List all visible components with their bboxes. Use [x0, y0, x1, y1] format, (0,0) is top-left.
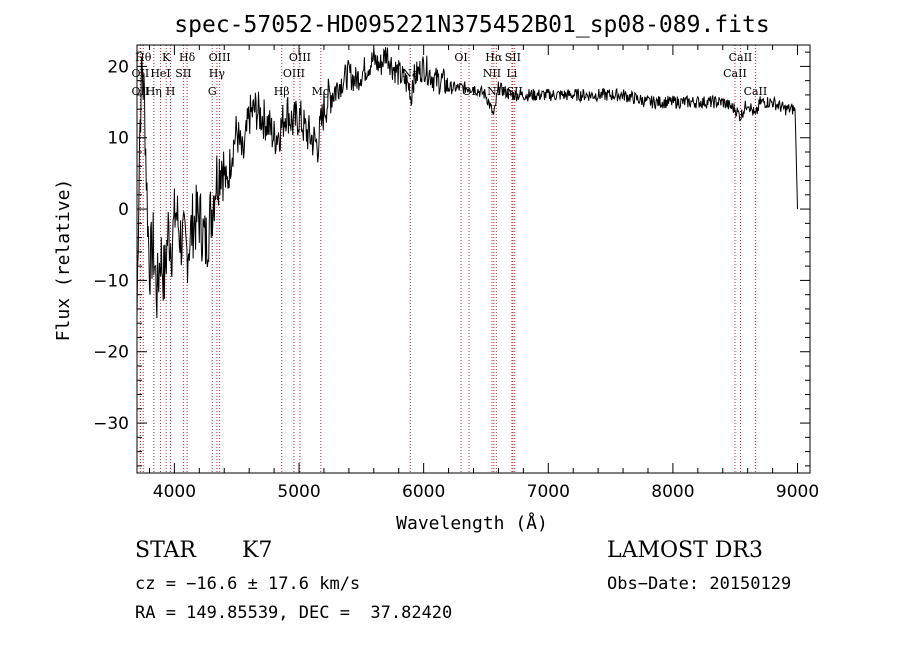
- redshift-cz: cz = −16.6 ± 17.6 km/s: [135, 574, 361, 594]
- x-tick-label: 9000: [776, 482, 819, 502]
- line-label: CaII: [723, 67, 747, 80]
- line-label: Hδ: [179, 51, 196, 64]
- line-label: NII: [487, 85, 505, 98]
- line-label: Hβ: [274, 85, 290, 98]
- line-label: OIII: [283, 67, 305, 80]
- observation-date: Obs−Date: 20150129: [607, 574, 792, 594]
- y-tick-label: −20: [93, 343, 129, 363]
- x-tick-label: 6000: [402, 482, 445, 502]
- line-label: OIII: [209, 51, 231, 64]
- line-label: Hγ: [209, 67, 226, 80]
- line-label: Hη: [146, 85, 162, 98]
- line-label: Hθ: [135, 51, 152, 64]
- y-tick-label: 10: [107, 129, 129, 149]
- line-label: CaII: [729, 51, 753, 64]
- line-markers: [139, 45, 756, 473]
- object-class: STAR: [135, 538, 196, 563]
- line-label: SII: [175, 67, 191, 80]
- y-tick-label: −30: [93, 414, 129, 434]
- line-label: Mg: [312, 85, 330, 98]
- spectral-subclass: K7: [242, 538, 273, 563]
- line-label: OIII: [289, 51, 311, 64]
- line-label: Li: [506, 67, 517, 80]
- spectrum-line: [136, 47, 798, 319]
- x-axis-label: Wavelength (Å): [396, 512, 548, 534]
- line-label: HeI: [150, 67, 170, 80]
- line-label: CaII: [744, 85, 768, 98]
- y-axis-label: Flux (relative): [53, 179, 74, 342]
- x-axis: 4000 5000 6000 7000 8000 9000: [148, 45, 819, 502]
- survey-name: LAMOST DR3: [607, 538, 763, 563]
- line-label: H: [166, 85, 176, 98]
- x-tick-label: 4000: [153, 482, 196, 502]
- line-label: K: [162, 51, 171, 64]
- chart-title: spec-57052-HD095221N375452B01_sp08-089.f…: [174, 12, 769, 38]
- y-tick-label: −10: [93, 271, 129, 291]
- x-tick-label: 7000: [527, 482, 570, 502]
- y-tick-label: 0: [118, 200, 129, 220]
- line-label: OI: [454, 51, 467, 64]
- line-label: G: [208, 85, 217, 98]
- x-tick-label: 8000: [651, 482, 694, 502]
- x-tick-label: 5000: [277, 482, 320, 502]
- y-axis: −30 −20 −10 0 10 20: [93, 51, 810, 467]
- line-label: SII: [505, 51, 521, 64]
- line-label: NII: [483, 67, 501, 80]
- coordinates: RA = 149.85539, DEC = 37.82420: [135, 603, 453, 623]
- y-tick-label: 20: [107, 57, 129, 77]
- line-label: OII: [132, 67, 150, 80]
- line-label: Hα: [485, 51, 503, 64]
- plot-frame: [136, 44, 811, 474]
